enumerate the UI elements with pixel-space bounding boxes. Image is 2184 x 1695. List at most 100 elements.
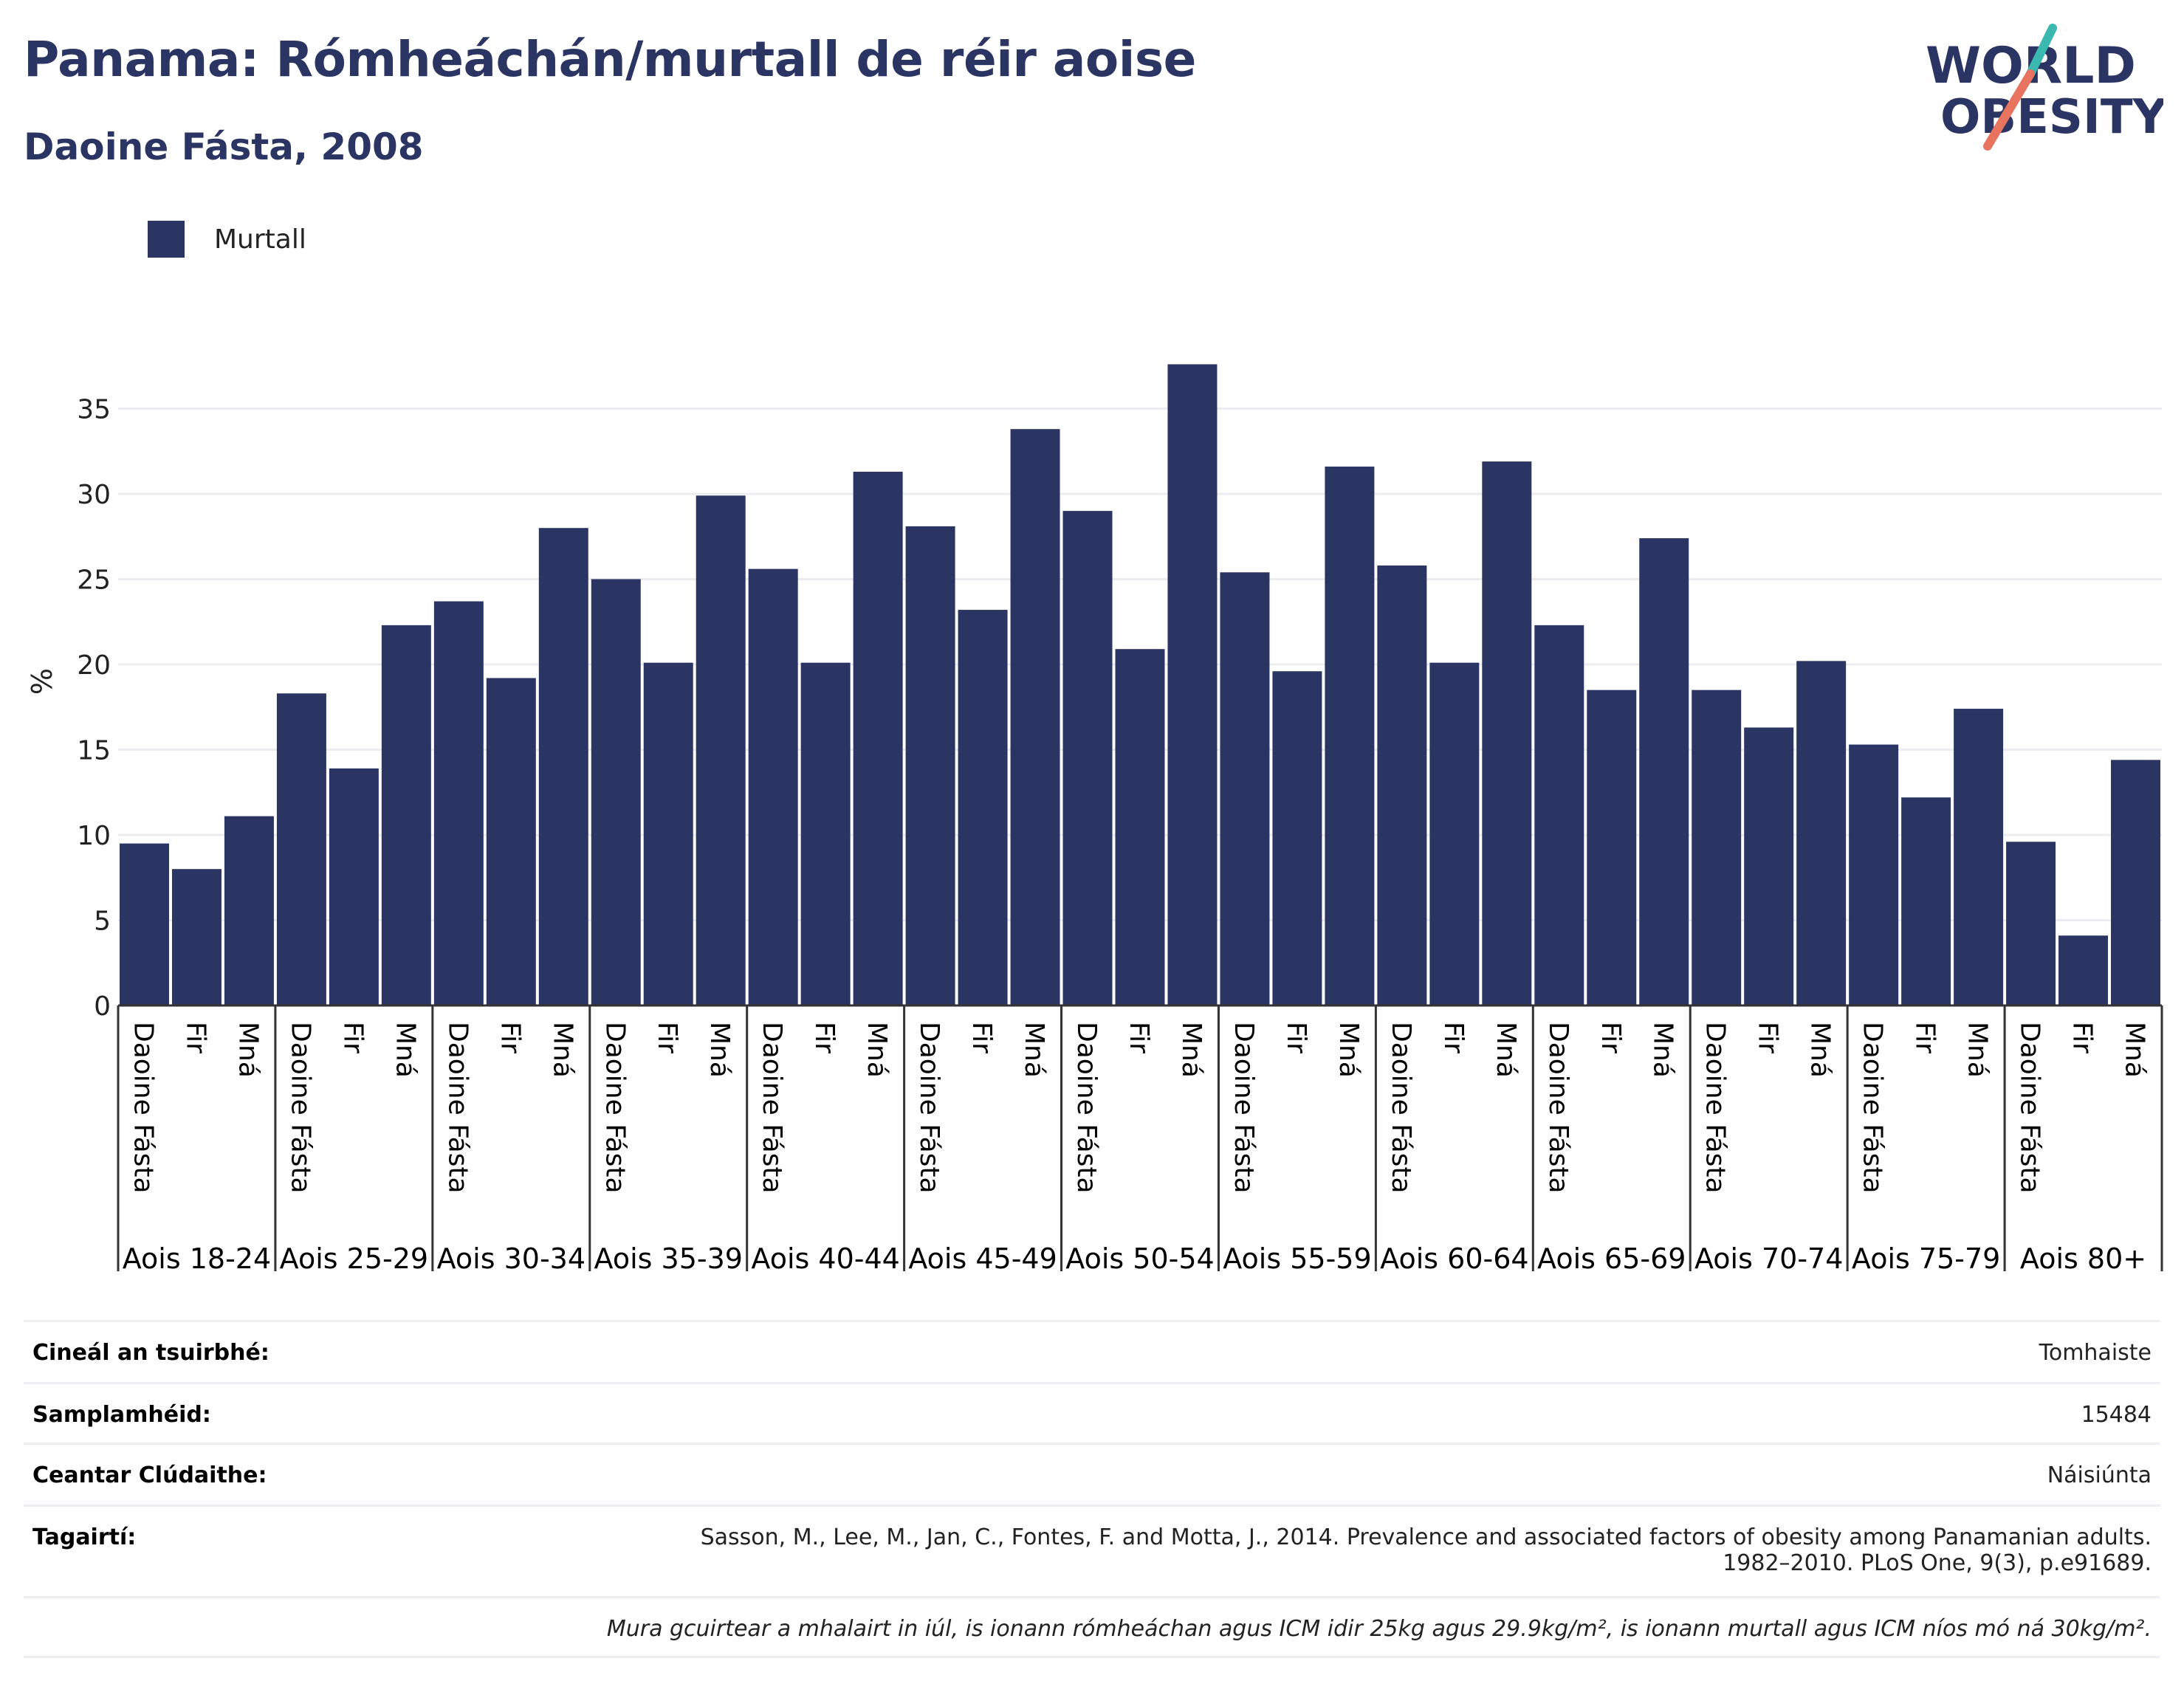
x-tick-label: Fir	[1281, 1022, 1311, 1053]
bar	[1587, 690, 1637, 1005]
bar	[1796, 661, 1847, 1005]
group-label: Aois 65-69	[1537, 1242, 1686, 1275]
bar	[1220, 572, 1270, 1005]
x-tick-label: Mná	[547, 1022, 577, 1078]
x-tick-label: Fir	[1753, 1022, 1783, 1053]
x-tick-label: Fir	[809, 1022, 839, 1053]
bar	[1429, 662, 1480, 1005]
x-tick-label: Mná	[1333, 1022, 1364, 1078]
references-value: Sasson, M., Lee, M., Jan, C., Fontes, F.…	[701, 1524, 2152, 1576]
y-tick-label: 10	[77, 821, 111, 851]
x-tick-label: Fir	[1596, 1022, 1626, 1053]
bar	[1010, 429, 1060, 1005]
x-tick-label: Daoine Fásta	[128, 1022, 158, 1194]
x-tick-label: Daoine Fásta	[1543, 1022, 1573, 1194]
group-label: Aois 30-34	[437, 1242, 586, 1275]
bar	[120, 843, 169, 1005]
chart-title: Panama: Rómheáchán/murtall de réir aoise	[24, 31, 1196, 88]
sample-size-label: Samplamhéid:	[32, 1402, 211, 1428]
x-tick-label: Fir	[1438, 1022, 1469, 1053]
y-tick-label: 0	[94, 991, 111, 1022]
y-tick-label: 25	[77, 565, 111, 596]
y-tick-label: 20	[77, 650, 111, 681]
bar	[1692, 690, 1742, 1005]
bar	[486, 678, 536, 1005]
x-tick-label: Mná	[1648, 1022, 1678, 1078]
area-label: Ceantar Clúdaithe:	[32, 1462, 267, 1488]
bar	[1901, 797, 1951, 1005]
info-row-references: Tagairtí: Sasson, M., Lee, M., Jan, C., …	[24, 1505, 2160, 1596]
x-tick-label: Mná	[1962, 1022, 1993, 1078]
bar	[1062, 511, 1113, 1005]
x-tick-label: Daoine Fásta	[2015, 1022, 2045, 1194]
references-line-1: Sasson, M., Lee, M., Jan, C., Fontes, F.…	[700, 1524, 2152, 1550]
bar	[171, 869, 222, 1005]
bar	[1167, 364, 1218, 1005]
world-obesity-logo: WORLD OBESITY	[1926, 24, 2163, 151]
bar	[1115, 649, 1165, 1005]
x-tick-label: Fir	[966, 1022, 997, 1053]
x-tick-label: Daoine Fásta	[1700, 1022, 1731, 1194]
bar	[958, 610, 1008, 1005]
legend-swatch	[148, 221, 185, 258]
bar	[1325, 467, 1375, 1005]
group-label: Aois 35-39	[594, 1242, 743, 1275]
x-tick-label: Mná	[1176, 1022, 1206, 1078]
x-tick-label: Daoine Fásta	[442, 1022, 473, 1194]
group-label: Aois 75-79	[1852, 1242, 2000, 1275]
references-label: Tagairtí:	[32, 1524, 137, 1550]
survey-type-label: Cineál an tsuirbhé:	[32, 1340, 269, 1366]
x-tick-label: Daoine Fásta	[1229, 1022, 1259, 1194]
group-label: Aois 50-54	[1065, 1242, 1214, 1275]
bar	[1377, 565, 1427, 1005]
x-tick-label: Mná	[390, 1022, 420, 1078]
x-tick-label: Daoine Fásta	[757, 1022, 787, 1194]
group-label: Aois 18-24	[123, 1242, 271, 1275]
group-label: Aois 40-44	[751, 1242, 899, 1275]
bar	[696, 495, 746, 1005]
bar	[433, 601, 484, 1005]
bar	[538, 528, 588, 1005]
bar	[1849, 744, 1899, 1005]
group-label: Aois 80+	[2020, 1242, 2146, 1275]
x-tick-label: Daoine Fásta	[1386, 1022, 1416, 1194]
group-label: Aois 70-74	[1694, 1242, 1843, 1275]
bar	[1272, 671, 1322, 1005]
legend: Murtall	[148, 219, 306, 260]
y-tick-label: 30	[77, 480, 111, 510]
bar	[800, 662, 851, 1005]
references-line-2: 1982–2010. PLoS One, 9(3), p.e91689.	[1723, 1550, 2152, 1576]
bar	[381, 625, 431, 1005]
info-row-sample-size: Samplamhéid: 15484	[24, 1382, 2160, 1443]
x-tick-label: Daoine Fásta	[914, 1022, 944, 1194]
x-tick-label: Daoine Fásta	[1858, 1022, 1888, 1194]
x-tick-label: Mná	[704, 1022, 735, 1078]
survey-info-table: Cineál an tsuirbhé: Tomhaiste Samplamhéi…	[24, 1320, 2160, 1658]
x-tick-label: Mná	[1491, 1022, 1521, 1078]
x-tick-label: Mná	[2120, 1022, 2150, 1078]
info-row-note: Mura gcuirtear a mhalairt in iúl, is ion…	[24, 1596, 2160, 1658]
bar	[748, 568, 798, 1005]
info-row-area: Ceantar Clúdaithe: Náisiúnta	[24, 1443, 2160, 1505]
chart-subtitle: Daoine Fásta, 2008	[24, 126, 424, 168]
group-label: Aois 60-64	[1380, 1242, 1528, 1275]
bar	[1534, 625, 1584, 1005]
x-tick-label: Fir	[652, 1022, 682, 1053]
bar	[2006, 842, 2056, 1005]
bar	[276, 693, 326, 1005]
x-tick-label: Fir	[337, 1022, 368, 1053]
group-label: Aois 55-59	[1223, 1242, 1371, 1275]
bar	[2111, 760, 2160, 1005]
group-label: Aois 45-49	[908, 1242, 1057, 1275]
y-axis-label: %	[26, 668, 58, 695]
x-tick-label: Mná	[1019, 1022, 1049, 1078]
x-tick-label: Fir	[2067, 1022, 2098, 1053]
bar-chart: 0 5 10 15 20 25 30 35% Daoine Fásta Fir Mná Aois 18…	[26, 364, 2163, 1275]
x-tick-label: Fir	[1910, 1022, 1940, 1053]
x-tick-label: Mná	[233, 1022, 263, 1078]
x-tick-label: Mná	[862, 1022, 892, 1078]
survey-type-value: Tomhaiste	[2039, 1340, 2152, 1366]
bar	[1954, 709, 2004, 1005]
bar	[329, 768, 379, 1005]
bar	[643, 662, 693, 1005]
